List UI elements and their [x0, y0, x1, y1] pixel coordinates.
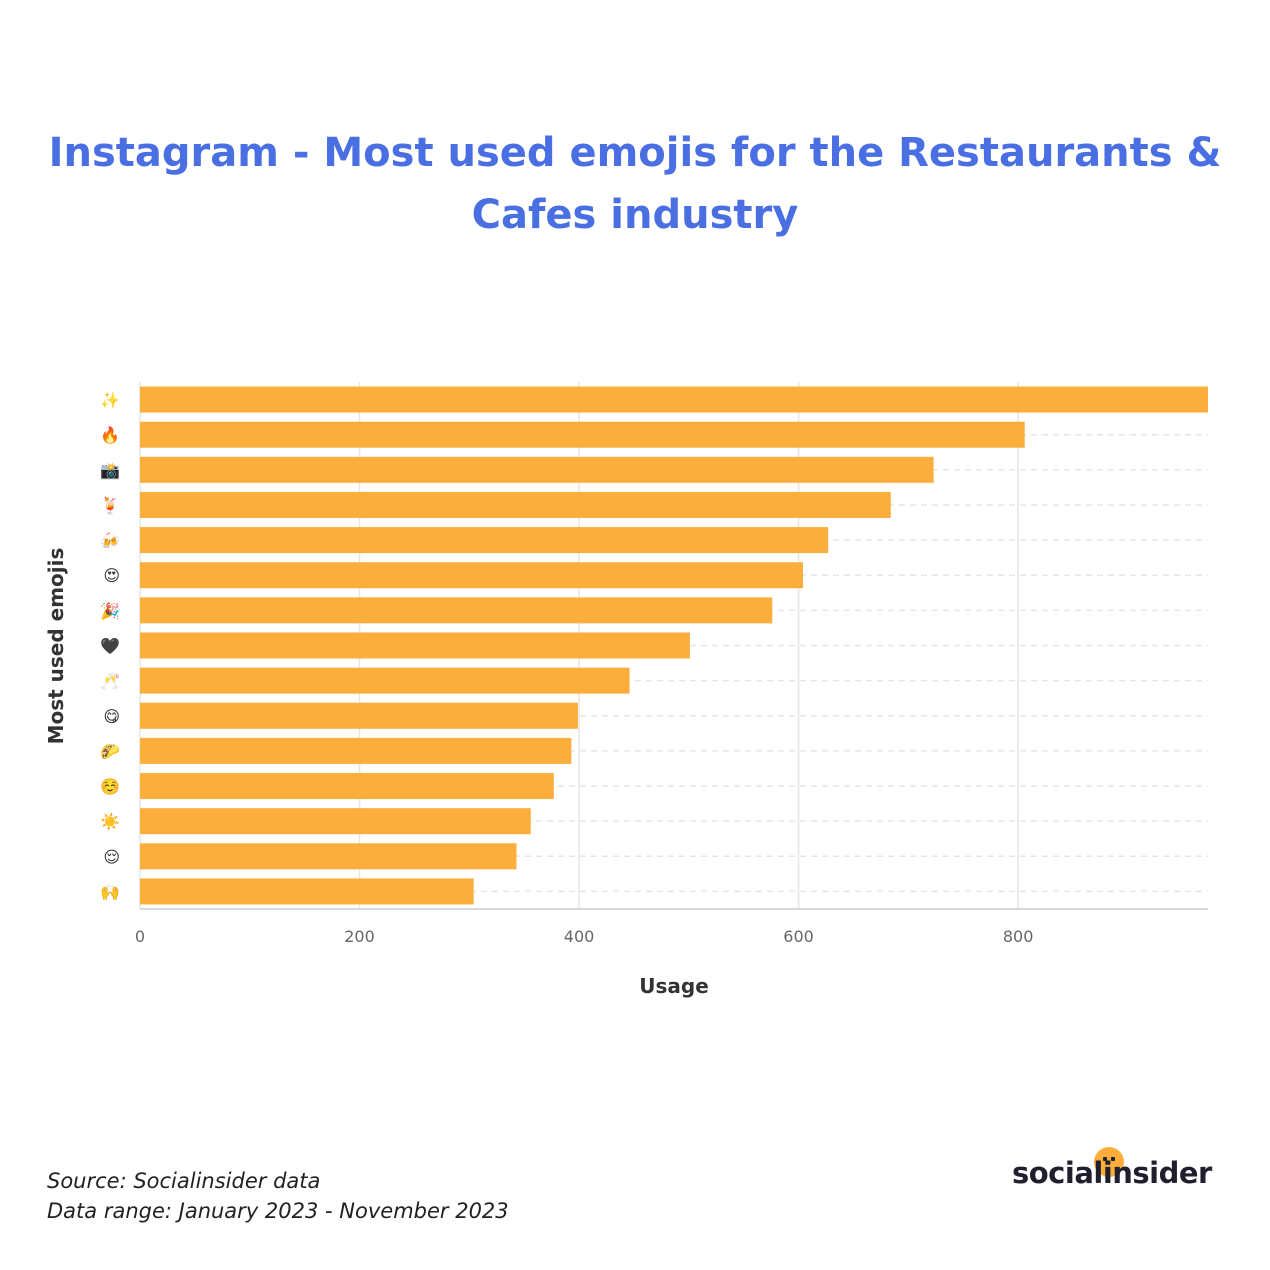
- bar: [140, 808, 531, 835]
- page-title: Instagram - Most used emojis for the Res…: [48, 130, 1222, 238]
- x-tick-label: 200: [344, 927, 375, 946]
- x-tick-labels: 0 200 400 600 800: [135, 927, 1033, 946]
- emoji-usage-chart: ✨ 🔥 📸 🍹 🍻 😍 🎉 🖤 🥂 😋 🌮 ☺️ ☀️ 😌 🙌 0 200 400 600 800 Usage Mo…: [44, 382, 1208, 998]
- x-axis-label: Usage: [639, 974, 709, 998]
- brand-name: socialinsider: [1012, 1156, 1212, 1190]
- bar: [140, 878, 474, 905]
- y-tick-label: ☺️: [100, 777, 120, 796]
- bar: [140, 667, 630, 694]
- footer-notes: Source: Socialinsider data Data range: J…: [47, 1166, 509, 1226]
- y-tick-label: 🙌: [100, 882, 120, 901]
- y-tick-label: 🍹: [100, 496, 120, 515]
- bar: [140, 597, 773, 624]
- bar: [140, 491, 891, 518]
- logo-dot-icon: [1094, 1147, 1124, 1177]
- bar: [140, 843, 517, 870]
- y-tick-label: 😋: [103, 707, 120, 726]
- source-note: Source: Socialinsider data: [47, 1169, 321, 1193]
- y-tick-label: ✨: [100, 391, 120, 410]
- y-tick-label: 😌: [103, 847, 120, 866]
- bar: [140, 702, 578, 729]
- y-tick-label: 📸: [100, 461, 120, 480]
- y-tick-label: 🔥: [100, 426, 120, 445]
- socialinsider-logo: socialinsider: [1010, 1140, 1220, 1200]
- x-tick-label: 400: [564, 927, 595, 946]
- bar: [140, 456, 934, 483]
- y-tick-label: 🌮: [100, 742, 120, 761]
- bar: [140, 421, 1025, 448]
- y-tick-label: 🖤: [100, 637, 120, 656]
- bar: [140, 386, 1208, 413]
- y-tick-label: 😍: [103, 566, 120, 585]
- date-range-note: Data range: January 2023 - November 2023: [47, 1199, 509, 1223]
- x-tick-label: 0: [135, 927, 145, 946]
- bar: [140, 632, 690, 659]
- y-axis-label: Most used emojis: [44, 548, 68, 745]
- y-tick-label: ☀️: [100, 812, 120, 831]
- bar: [140, 737, 572, 764]
- y-tick-labels: ✨ 🔥 📸 🍹 🍻 😍 🎉 🖤 🥂 😋 🌮 ☺️ ☀️ 😌 🙌: [100, 391, 120, 902]
- bar: [140, 562, 803, 589]
- bar: [140, 773, 554, 800]
- y-tick-label: 🍻: [100, 531, 120, 550]
- x-tick-label: 800: [1003, 927, 1034, 946]
- bars: [140, 386, 1208, 905]
- y-tick-label: 🎉: [100, 601, 120, 620]
- y-tick-label: 🥂: [100, 672, 120, 691]
- bar: [140, 527, 829, 554]
- x-tick-label: 600: [783, 927, 814, 946]
